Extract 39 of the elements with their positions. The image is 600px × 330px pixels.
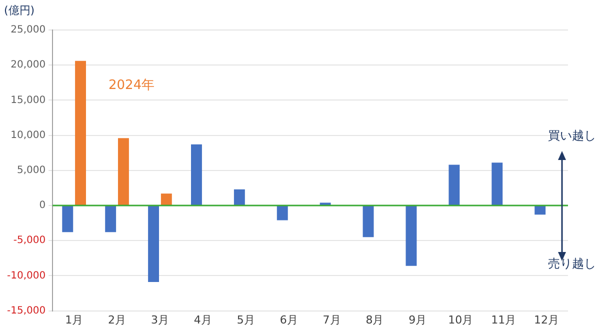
annotation: 売り越し bbox=[548, 256, 596, 270]
bar bbox=[234, 189, 245, 205]
y-tick-label: 20,000 bbox=[10, 60, 46, 71]
x-tick-label: 11月 bbox=[491, 313, 516, 326]
y-tick-label: 0 bbox=[39, 200, 46, 212]
bar bbox=[448, 164, 460, 205]
x-tick-label: 4月 bbox=[194, 313, 212, 326]
x-tick-label: 2月 bbox=[108, 313, 126, 326]
x-tick-label: 9月 bbox=[408, 313, 427, 326]
x-tick-label: 12月 bbox=[534, 313, 560, 326]
bar bbox=[492, 162, 503, 205]
bar bbox=[75, 60, 86, 205]
bar bbox=[362, 206, 374, 238]
bar bbox=[105, 206, 116, 232]
bar bbox=[118, 138, 129, 205]
x-tick-label: 7月 bbox=[322, 313, 341, 326]
x-tick-label: 3月 bbox=[150, 313, 169, 326]
bar bbox=[191, 144, 202, 205]
bar bbox=[406, 206, 417, 266]
annotation: 買い越し bbox=[548, 128, 596, 142]
x-tick-label: 6月 bbox=[280, 313, 298, 326]
y-tick-label: 5,000 bbox=[16, 164, 46, 176]
y-tick-label: 10,000 bbox=[10, 130, 46, 141]
y-tick-label: -10,000 bbox=[6, 270, 46, 282]
x-tick-label: 5月 bbox=[236, 313, 255, 326]
y-tick-label: -15,000 bbox=[6, 305, 46, 316]
y-tick-label: 25,000 bbox=[10, 24, 46, 36]
x-tick-label: 1月 bbox=[65, 313, 84, 326]
y-axis-title: (億円) bbox=[4, 4, 35, 17]
x-tick-label: 8月 bbox=[366, 313, 384, 326]
series-label: 2024年 bbox=[108, 78, 155, 93]
bar bbox=[534, 206, 546, 215]
bar bbox=[62, 206, 74, 232]
bar bbox=[276, 206, 288, 220]
y-tick-label: -5,000 bbox=[13, 235, 46, 246]
bar bbox=[148, 206, 160, 282]
y-tick-label: 15,000 bbox=[10, 94, 46, 106]
x-tick-label: 10月 bbox=[448, 313, 474, 326]
bar bbox=[160, 194, 172, 205]
